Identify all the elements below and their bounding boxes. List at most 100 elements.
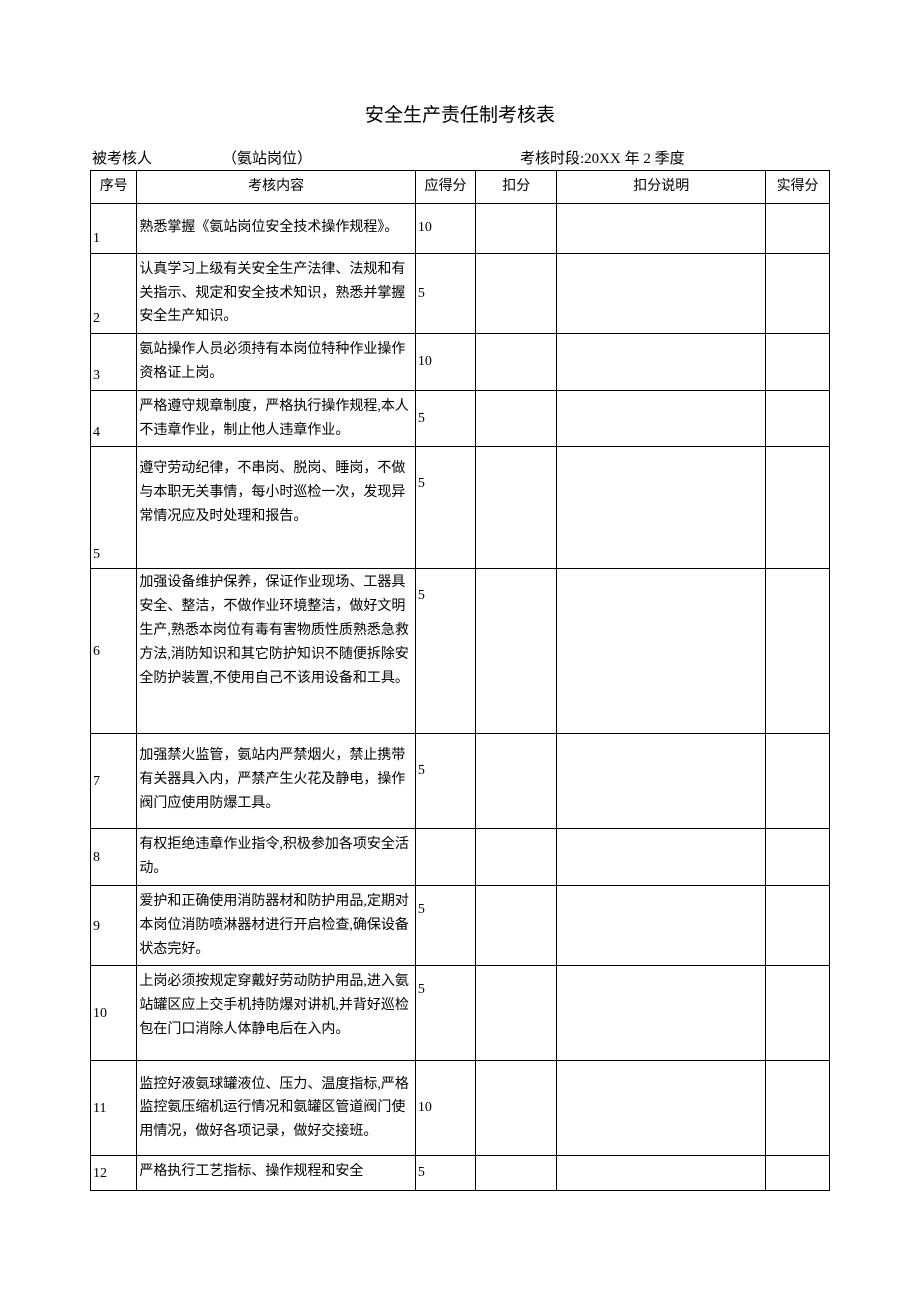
meta-row: 被考核人 （氨站岗位） 考核时段:20XX 年 2 季度 <box>90 147 830 168</box>
assessment-table: 序号 考核内容 应得分 扣分 扣分说明 实得分 1 熟悉掌握《氨站岗位安全技术操… <box>90 170 830 1191</box>
cell-deduct <box>476 885 557 965</box>
col-header-actual: 实得分 <box>766 171 830 204</box>
cell-content: 有权拒绝违章作业指令,积极参加各项安全活动。 <box>137 829 415 886</box>
cell-score: 5 <box>415 447 475 569</box>
cell-explain <box>557 569 766 734</box>
table-row: 6 加强设备维护保养，保证作业现场、工器具安全、整洁，不做作业环境整洁，做好文明… <box>91 569 830 734</box>
cell-deduct <box>476 1156 557 1191</box>
cell-explain <box>557 447 766 569</box>
table-row: 5 遵守劳动纪律，不串岗、脱岗、睡岗，不做与本职无关事情，每小时巡检一次，发现异… <box>91 447 830 569</box>
cell-content: 上岗必须按规定穿戴好劳动防护用品,进入氨站罐区应上交手机持防爆对讲机,并背好巡检… <box>137 966 415 1061</box>
assessee-position: （氨站岗位） <box>222 151 312 167</box>
cell-score: 5 <box>415 390 475 447</box>
cell-score: 10 <box>415 334 475 391</box>
cell-seq: 12 <box>91 1156 137 1191</box>
cell-deduct <box>476 734 557 829</box>
meta-assessee: 被考核人 （氨站岗位） <box>92 147 400 168</box>
table-header-row: 序号 考核内容 应得分 扣分 扣分说明 实得分 <box>91 171 830 204</box>
cell-deduct <box>476 447 557 569</box>
cell-deduct <box>476 829 557 886</box>
cell-actual <box>766 1061 830 1156</box>
table-row: 2 认真学习上级有关安全生产法律、法规和有关指示、规定和安全技术知识，熟悉并掌握… <box>91 253 830 333</box>
col-header-explain: 扣分说明 <box>557 171 766 204</box>
cell-content: 遵守劳动纪律，不串岗、脱岗、睡岗，不做与本职无关事情，每小时巡检一次，发现异常情… <box>137 447 415 569</box>
cell-content: 严格执行工艺指标、操作规程和安全 <box>137 1156 415 1191</box>
cell-deduct <box>476 203 557 253</box>
cell-score: 10 <box>415 203 475 253</box>
cell-score: 5 <box>415 885 475 965</box>
period-value: 20XX 年 2 季度 <box>584 151 684 167</box>
period-label: 考核时段: <box>520 151 584 167</box>
table-row: 4 严格遵守规章制度，严格执行操作规程,本人不违章作业，制止他人违章作业。 5 <box>91 390 830 447</box>
table-row: 10 上岗必须按规定穿戴好劳动防护用品,进入氨站罐区应上交手机持防爆对讲机,并背… <box>91 966 830 1061</box>
cell-seq: 9 <box>91 885 137 965</box>
cell-content: 氨站操作人员必须持有本岗位特种作业操作资格证上岗。 <box>137 334 415 391</box>
assessee-label: 被考核人 <box>92 151 152 167</box>
cell-score: 5 <box>415 966 475 1061</box>
cell-score: 5 <box>415 1156 475 1191</box>
cell-seq: 7 <box>91 734 137 829</box>
cell-explain <box>557 885 766 965</box>
cell-content: 熟悉掌握《氨站岗位安全技术操作规程》。 <box>137 203 415 253</box>
cell-seq: 11 <box>91 1061 137 1156</box>
cell-deduct <box>476 334 557 391</box>
cell-score: 5 <box>415 734 475 829</box>
cell-content: 严格遵守规章制度，严格执行操作规程,本人不违章作业，制止他人违章作业。 <box>137 390 415 447</box>
cell-explain <box>557 1061 766 1156</box>
cell-content: 监控好液氨球罐液位、压力、温度指标,严格监控氨压缩机运行情况和氨罐区管道阀门使用… <box>137 1061 415 1156</box>
cell-score: 5 <box>415 253 475 333</box>
cell-score: 5 <box>415 569 475 734</box>
assessee-blank <box>152 162 222 163</box>
cell-seq: 1 <box>91 203 137 253</box>
page-title: 安全生产责任制考核表 <box>90 100 830 127</box>
cell-deduct <box>476 1061 557 1156</box>
cell-score: 10 <box>415 1061 475 1156</box>
table-row: 1 熟悉掌握《氨站岗位安全技术操作规程》。 10 <box>91 203 830 253</box>
cell-deduct <box>476 253 557 333</box>
cell-actual <box>766 447 830 569</box>
cell-actual <box>766 334 830 391</box>
cell-seq: 6 <box>91 569 137 734</box>
cell-deduct <box>476 390 557 447</box>
cell-seq: 4 <box>91 390 137 447</box>
cell-actual <box>766 885 830 965</box>
cell-explain <box>557 390 766 447</box>
cell-seq: 10 <box>91 966 137 1061</box>
cell-seq: 2 <box>91 253 137 333</box>
col-header-seq: 序号 <box>91 171 137 204</box>
cell-content: 加强禁火监管，氨站内严禁烟火，禁止携带有关器具入内，严禁产生火花及静电，操作阀门… <box>137 734 415 829</box>
cell-seq: 3 <box>91 334 137 391</box>
cell-explain <box>557 334 766 391</box>
cell-explain <box>557 966 766 1061</box>
cell-actual <box>766 203 830 253</box>
cell-explain <box>557 253 766 333</box>
cell-actual <box>766 966 830 1061</box>
col-header-content: 考核内容 <box>137 171 415 204</box>
cell-actual <box>766 253 830 333</box>
cell-content: 爱护和正确使用消防器材和防护用品,定期对本岗位消防喷淋器材进行开启检查,确保设备… <box>137 885 415 965</box>
table-body: 1 熟悉掌握《氨站岗位安全技术操作规程》。 10 2 认真学习上级有关安全生产法… <box>91 203 830 1191</box>
cell-explain <box>557 734 766 829</box>
meta-period: 考核时段:20XX 年 2 季度 <box>400 147 828 168</box>
table-row: 8 有权拒绝违章作业指令,积极参加各项安全活动。 <box>91 829 830 886</box>
table-row: 11 监控好液氨球罐液位、压力、温度指标,严格监控氨压缩机运行情况和氨罐区管道阀… <box>91 1061 830 1156</box>
cell-explain <box>557 829 766 886</box>
cell-actual <box>766 734 830 829</box>
cell-score <box>415 829 475 886</box>
table-row: 9 爱护和正确使用消防器材和防护用品,定期对本岗位消防喷淋器材进行开启检查,确保… <box>91 885 830 965</box>
cell-seq: 5 <box>91 447 137 569</box>
cell-actual <box>766 390 830 447</box>
cell-actual <box>766 1156 830 1191</box>
cell-seq: 8 <box>91 829 137 886</box>
cell-actual <box>766 829 830 886</box>
col-header-score: 应得分 <box>415 171 475 204</box>
cell-explain <box>557 1156 766 1191</box>
cell-content: 加强设备维护保养，保证作业现场、工器具安全、整洁，不做作业环境整洁，做好文明生产… <box>137 569 415 734</box>
cell-deduct <box>476 569 557 734</box>
table-row: 7 加强禁火监管，氨站内严禁烟火，禁止携带有关器具入内，严禁产生火花及静电，操作… <box>91 734 830 829</box>
col-header-deduct: 扣分 <box>476 171 557 204</box>
cell-explain <box>557 203 766 253</box>
table-row: 12 严格执行工艺指标、操作规程和安全 5 <box>91 1156 830 1191</box>
cell-content: 认真学习上级有关安全生产法律、法规和有关指示、规定和安全技术知识，熟悉并掌握安全… <box>137 253 415 333</box>
table-row: 3 氨站操作人员必须持有本岗位特种作业操作资格证上岗。 10 <box>91 334 830 391</box>
